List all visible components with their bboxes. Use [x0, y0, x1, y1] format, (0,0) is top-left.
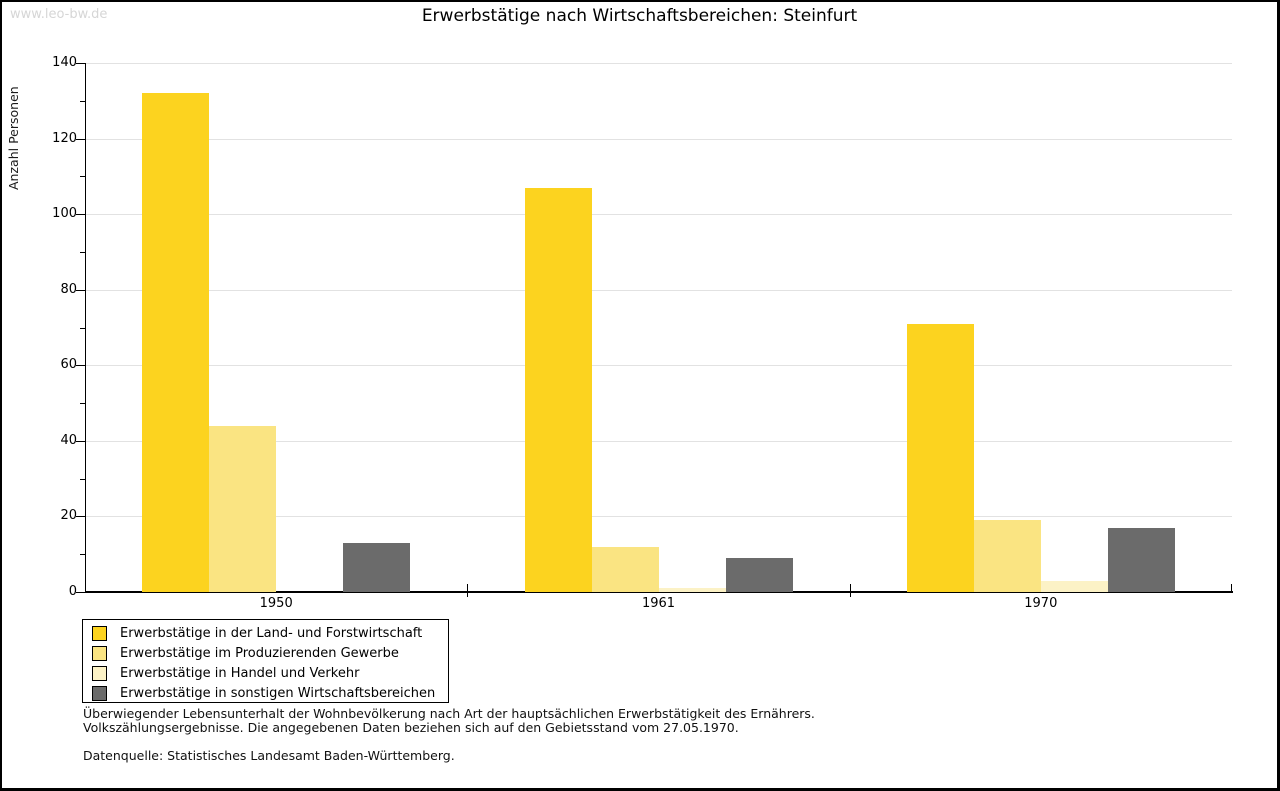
legend-row-2: Erwerbstätige in Handel und Verkehr	[83, 663, 448, 683]
chart-title: Erwerbstätige nach Wirtschaftsbereichen:…	[421, 6, 858, 26]
y-tick-10	[80, 554, 85, 556]
legend-swatch-1	[92, 645, 107, 661]
bar-1950-series0	[142, 93, 210, 592]
x-group-tick-2	[849, 584, 851, 597]
gridline-20	[86, 516, 1232, 518]
footnote-line-2: Volkszählungsergebnisse. Die angegebenen…	[83, 719, 739, 735]
bar-1950-series3	[343, 542, 411, 592]
y-tick-30	[80, 478, 85, 480]
bar-1961-series3	[725, 558, 793, 592]
data-source-text: Datenquelle: Statistisches Landesamt Bad…	[83, 748, 455, 763]
x-axis-line	[85, 591, 1233, 593]
legend-swatch-2	[92, 665, 107, 681]
y-tick-20	[76, 516, 85, 518]
watermark: www.leo-bw.de	[10, 7, 108, 22]
y-tick-label-100: 100	[52, 206, 77, 222]
y-tick-label-0: 0	[68, 584, 77, 599]
gridline-140	[86, 63, 1232, 64]
legend-box: Erwerbstätige in der Land- und Forstwirt…	[82, 619, 449, 703]
y-tick-40	[76, 440, 85, 442]
bar-1970-series0	[906, 323, 974, 592]
y-tick-80	[76, 289, 85, 291]
y-axis-label: Anzahl Personen	[6, 86, 21, 190]
legend-label-2: Erwerbstätige in Handel und Verkehr	[120, 665, 360, 681]
y-tick-120	[76, 138, 85, 140]
legend-swatch-0	[92, 625, 107, 641]
x-group-tick-1	[467, 584, 469, 597]
legend-swatch-3	[92, 685, 107, 701]
y-tick-0	[76, 592, 85, 593]
x-axis-end-tick	[1231, 584, 1232, 592]
bar-1961-series0	[524, 187, 592, 592]
y-tick-label-140: 140	[52, 55, 77, 70]
y-tick-60	[76, 365, 85, 367]
legend-row-0: Erwerbstätige in der Land- und Forstwirt…	[83, 623, 448, 643]
legend-row-1: Erwerbstätige im Produzierenden Gewerbe	[83, 643, 448, 663]
legend-label-1: Erwerbstätige im Produzierenden Gewerbe	[120, 645, 399, 661]
y-tick-130	[80, 100, 85, 102]
bar-1961-series1	[591, 546, 659, 592]
gridline-60	[86, 365, 1232, 367]
y-tick-label-40: 40	[60, 432, 77, 448]
x-category-label-1950: 1950	[259, 596, 293, 611]
gridline-40	[86, 440, 1232, 442]
y-tick-110	[80, 176, 85, 178]
y-tick-140	[76, 63, 85, 64]
gridline-100	[86, 214, 1232, 216]
bar-1970-series2	[1040, 580, 1108, 592]
y-axis-line	[85, 63, 86, 593]
bar-1970-series3	[1107, 527, 1175, 592]
footnote-text: Überwiegender Lebensunterhalt der Wohnbe…	[83, 707, 815, 734]
legend-label-0: Erwerbstätige in der Land- und Forstwirt…	[120, 625, 423, 641]
footnote-line-1: Überwiegender Lebensunterhalt der Wohnbe…	[83, 706, 815, 721]
y-tick-100	[76, 214, 85, 216]
legend-label-3: Erwerbstätige in sonstigen Wirtschaftsbe…	[120, 685, 436, 701]
y-tick-70	[80, 327, 85, 329]
gridline-80	[86, 289, 1232, 291]
bar-1961-series2	[658, 588, 726, 592]
y-tick-90	[80, 251, 85, 253]
gridline-120	[86, 138, 1232, 140]
x-category-label-1961: 1961	[641, 596, 676, 611]
y-tick-50	[80, 403, 85, 405]
y-tick-label-20: 20	[60, 508, 77, 524]
y-tick-label-120: 120	[52, 130, 77, 146]
x-category-label-1970: 1970	[1024, 596, 1058, 611]
y-tick-label-60: 60	[60, 357, 77, 373]
bar-1950-series1	[209, 425, 277, 592]
y-tick-label-80: 80	[60, 281, 77, 297]
bar-1970-series1	[973, 520, 1041, 592]
legend-row-3: Erwerbstätige in sonstigen Wirtschaftsbe…	[83, 683, 448, 703]
